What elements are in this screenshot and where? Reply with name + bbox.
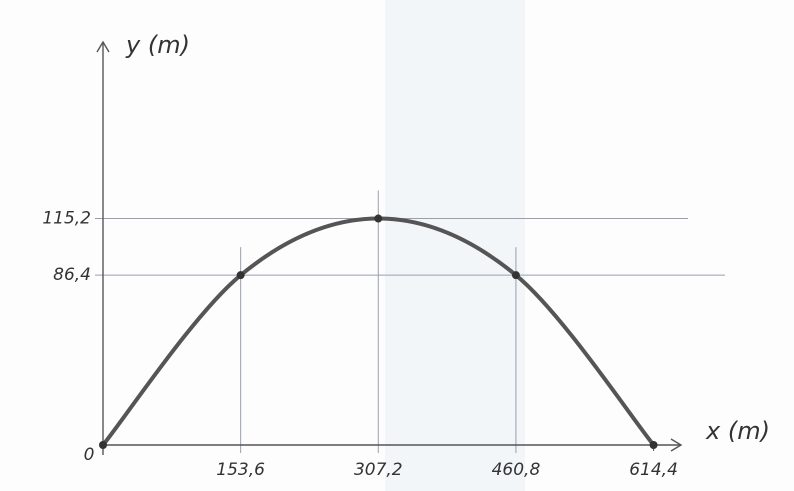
point [99,441,107,449]
chart: y (m) x (m) 86,4 115,2 0 153,6 307,2 460,8 614… [0,0,794,491]
y-tick-label: 115,2 [42,209,91,229]
paper-shade [385,0,525,491]
y-tick-label: 86,4 [53,265,91,285]
x-axis-label: x (m) [705,417,770,445]
point [512,271,520,279]
point [237,271,245,279]
x-tick-label: 614,4 [629,460,678,480]
y-axis-label: y (m) [125,31,190,59]
x-tick-label: 460,8 [492,460,541,480]
x-tick-label: 0 [84,445,95,465]
x-tick-label: 153,6 [216,460,265,480]
point [374,215,382,223]
page: {"chart_data": {"type": "line", "x_label… [0,0,794,491]
point [650,441,658,449]
x-tick-label: 307,2 [354,460,403,480]
